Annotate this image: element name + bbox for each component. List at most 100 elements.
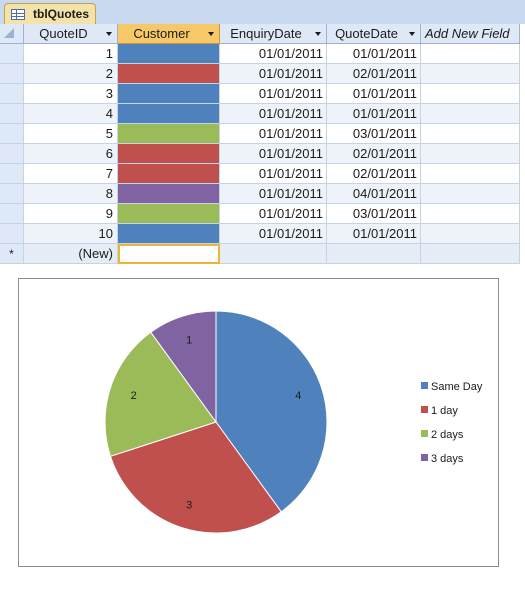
cell-customer[interactable] — [118, 224, 220, 244]
record-selector[interactable] — [0, 124, 24, 144]
cell-customer-new[interactable] — [118, 244, 220, 264]
cell-quotedate[interactable]: 01/01/2011 — [327, 44, 421, 64]
cell-enquirydate[interactable]: 01/01/2011 — [220, 224, 327, 244]
cell-add-new-field[interactable] — [421, 144, 520, 164]
cell-quoteid-new[interactable]: (New) — [24, 244, 118, 264]
cell-quotedate[interactable]: 01/01/2011 — [327, 84, 421, 104]
table-row[interactable]: 5 01/01/2011 03/01/2011 — [0, 124, 520, 144]
record-selector[interactable] — [0, 224, 24, 244]
cell-customer[interactable] — [118, 44, 220, 64]
cell-quoteid[interactable]: 10 — [24, 224, 118, 244]
cell-add-new-field[interactable] — [421, 84, 520, 104]
cell-quotedate[interactable]: 03/01/2011 — [327, 204, 421, 224]
chevron-down-icon[interactable] — [315, 32, 321, 36]
cell-quoteid[interactable]: 3 — [24, 84, 118, 104]
table-row[interactable]: 6 01/01/2011 02/01/2011 — [0, 144, 520, 164]
column-header-quotedate[interactable]: QuoteDate — [327, 24, 421, 44]
column-header-add-new-field[interactable]: Add New Field — [421, 24, 520, 44]
cell-quoteid[interactable]: 4 — [24, 104, 118, 124]
column-header-quoteid[interactable]: QuoteID — [24, 24, 118, 44]
table-row[interactable]: 3 01/01/2011 01/01/2011 — [0, 84, 520, 104]
legend-label: 1 day — [431, 405, 458, 417]
tab-tblquotes[interactable]: tblQuotes — [4, 3, 96, 24]
cell-add-new-field[interactable] — [421, 224, 520, 244]
legend-label: Same Day — [431, 381, 483, 393]
cell-add-new-field[interactable] — [421, 124, 520, 144]
cell-add-new-field[interactable] — [421, 104, 520, 124]
cell-enquirydate[interactable]: 01/01/2011 — [220, 144, 327, 164]
table-row[interactable]: 8 01/01/2011 04/01/2011 — [0, 184, 520, 204]
cell-enquirydate-new[interactable] — [220, 244, 327, 264]
table-row[interactable]: 4 01/01/2011 01/01/2011 — [0, 104, 520, 124]
legend-item: 1 day — [421, 405, 458, 417]
cell-quotedate-new[interactable] — [327, 244, 421, 264]
chevron-down-icon[interactable] — [208, 32, 214, 36]
column-header-enquirydate[interactable]: EnquiryDate — [220, 24, 327, 44]
cell-enquirydate[interactable]: 01/01/2011 — [220, 104, 327, 124]
cell-quotedate[interactable]: 01/01/2011 — [327, 104, 421, 124]
table-row[interactable]: 10 01/01/2011 01/01/2011 — [0, 224, 520, 244]
tab-label: tblQuotes — [33, 7, 89, 21]
cell-add-new-field[interactable] — [421, 204, 520, 224]
cell-quotedate[interactable]: 04/01/2011 — [327, 184, 421, 204]
cell-quoteid[interactable]: 6 — [24, 144, 118, 164]
cell-customer[interactable] — [118, 104, 220, 124]
cell-customer[interactable] — [118, 164, 220, 184]
cell-enquirydate[interactable]: 01/01/2011 — [220, 84, 327, 104]
chevron-down-icon[interactable] — [106, 32, 112, 36]
cell-customer[interactable] — [118, 84, 220, 104]
cell-enquirydate[interactable]: 01/01/2011 — [220, 184, 327, 204]
cell-quoteid[interactable]: 2 — [24, 64, 118, 84]
cell-customer[interactable] — [118, 64, 220, 84]
cell-add-new-field[interactable] — [421, 44, 520, 64]
table-row[interactable]: 2 01/01/2011 02/01/2011 — [0, 64, 520, 84]
cell-customer[interactable] — [118, 184, 220, 204]
cell-add-new-field[interactable] — [421, 164, 520, 184]
cell-add-new-field-new[interactable] — [421, 244, 520, 264]
select-all-corner[interactable] — [0, 24, 24, 44]
column-header-customer[interactable]: Customer — [118, 24, 220, 44]
cell-enquirydate[interactable]: 01/01/2011 — [220, 164, 327, 184]
pie-slice-3-days — [150, 310, 217, 424]
cell-enquirydate[interactable]: 01/01/2011 — [220, 64, 327, 84]
table-row[interactable]: 1 01/01/2011 01/01/2011 — [0, 44, 520, 64]
cell-quoteid[interactable]: 9 — [24, 204, 118, 224]
cell-add-new-field[interactable] — [421, 184, 520, 204]
cell-quotedate[interactable]: 03/01/2011 — [327, 124, 421, 144]
cell-enquirydate[interactable]: 01/01/2011 — [220, 204, 327, 224]
table-row[interactable]: 7 01/01/2011 02/01/2011 — [0, 164, 520, 184]
legend-item: Same Day — [421, 381, 483, 393]
cell-quoteid[interactable]: 1 — [24, 44, 118, 64]
legend-swatch — [421, 454, 428, 461]
chevron-down-icon[interactable] — [409, 32, 415, 36]
cell-customer[interactable] — [118, 144, 220, 164]
cell-quoteid[interactable]: 5 — [24, 124, 118, 144]
record-selector[interactable] — [0, 104, 24, 124]
table-icon — [11, 8, 25, 20]
record-selector[interactable] — [0, 84, 24, 104]
cell-customer[interactable] — [118, 204, 220, 224]
record-selector[interactable] — [0, 64, 24, 84]
cell-enquirydate[interactable]: 01/01/2011 — [220, 124, 327, 144]
chart-canvas: 4 3 2 1 Same Day 1 day 2 days 3 days — [104, 310, 483, 534]
cell-quotedate[interactable]: 02/01/2011 — [327, 64, 421, 84]
cell-customer[interactable] — [118, 124, 220, 144]
record-selector[interactable] — [0, 144, 24, 164]
legend-swatch — [421, 406, 428, 413]
new-record-marker[interactable]: * — [0, 244, 24, 264]
cell-add-new-field[interactable] — [421, 64, 520, 84]
new-record-row[interactable]: * (New) — [0, 244, 520, 264]
cell-quoteid[interactable]: 8 — [24, 184, 118, 204]
cell-quotedate[interactable]: 02/01/2011 — [327, 164, 421, 184]
table-row[interactable]: 9 01/01/2011 03/01/2011 — [0, 204, 520, 224]
record-selector[interactable] — [0, 204, 24, 224]
object-tab-strip: tblQuotes — [0, 0, 525, 24]
legend-swatch — [421, 430, 428, 437]
cell-quotedate[interactable]: 02/01/2011 — [327, 144, 421, 164]
cell-quoteid[interactable]: 7 — [24, 164, 118, 184]
record-selector[interactable] — [0, 164, 24, 184]
cell-quotedate[interactable]: 01/01/2011 — [327, 224, 421, 244]
record-selector[interactable] — [0, 44, 24, 64]
record-selector[interactable] — [0, 184, 24, 204]
cell-enquirydate[interactable]: 01/01/2011 — [220, 44, 327, 64]
